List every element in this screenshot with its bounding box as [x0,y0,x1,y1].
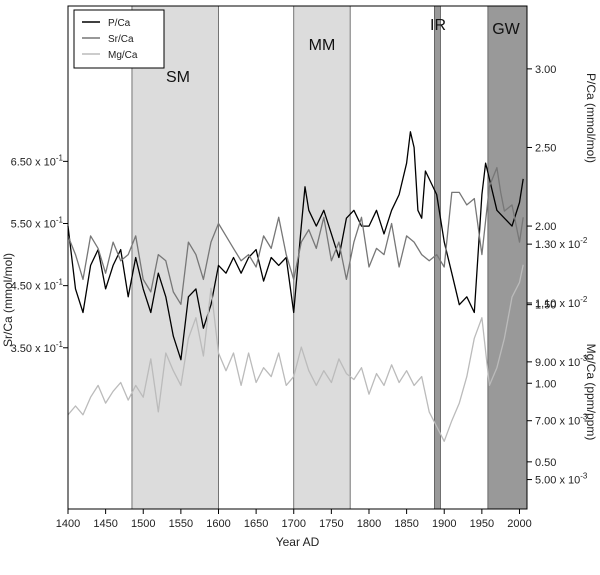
plot-frame [67,5,528,510]
pca-tick-label: 0.50 [535,457,556,469]
x-axis-title: Year AD [276,535,320,549]
period-label-ir: IR [430,17,446,34]
pca-tick-label: 2.50 [535,142,556,154]
mgca-axis: 1.30 x 10-2 1.10 x 10-2 9.00 x 10-3 7.00 x … [527,236,588,487]
srca-tick-label: 5.50 x 10-1 [11,216,64,231]
mgca-tick-label: 1.10 x 10-2 [535,295,588,310]
mgca-tick-label: 7.00 x 10-3 [535,413,588,428]
x-tick-label: 1450 [93,518,117,530]
period-labels: SM MM IR GW [166,17,521,86]
srca-tick-label: 4.50 x 10-1 [11,278,64,293]
srca-tick-label: 6.50 x 10-1 [11,153,64,168]
srca-axis-title: Sr/Ca (mmol/mol) [1,253,15,347]
series-mgca [67,264,524,442]
mgca-tick-label: 1.30 x 10-2 [535,236,588,251]
x-tick-label: 1750 [319,518,343,530]
x-axis: 1400 1450 1500 1550 1600 1650 1700 1750 1800 1850… [56,509,532,530]
pca-axis-title: P/Ca (mmol/mol) [584,73,598,163]
x-tick-label: 2000 [507,518,531,530]
x-tick-label: 1400 [56,518,80,530]
period-label-sm: SM [166,69,190,86]
mgca-tick-label: 5.00 x 10-3 [535,472,588,487]
pca-axis: 3.00 2.50 2.00 1.50 1.00 0.50 [527,64,556,469]
x-tick-label: 1800 [357,518,381,530]
period-band-gw [487,6,527,509]
x-tick-label: 1850 [394,518,418,530]
period-bands [131,6,527,509]
srca-tick-label: 3.50 x 10-1 [11,340,64,355]
mgca-axis-title: Mg/Ca (ppm/ppm) [584,344,598,441]
x-tick-label: 1550 [169,518,193,530]
legend-box [73,9,165,69]
mgca-tick-label: 9.00 x 10-3 [535,354,588,369]
legend-label: Mg/Ca [108,50,138,61]
series-lines [67,131,524,442]
srca-axis: 6.50 x 10-1 5.50 x 10-1 4.50 x 10-1 3.50 x … [11,153,68,355]
period-label-gw: GW [492,21,520,38]
legend-label: Sr/Ca [108,34,134,45]
pca-tick-label: 2.00 [535,221,556,233]
x-tick-label: 1950 [470,518,494,530]
x-tick-label: 1650 [244,518,268,530]
series-srca [67,166,524,305]
pca-tick-label: 1.50 [535,300,556,312]
series-pca [67,131,524,361]
legend: P/Ca Sr/Ca Mg/Ca [73,9,165,69]
pca-tick-label: 3.00 [535,64,556,76]
x-tick-label: 1900 [432,518,456,530]
x-tick-label: 1500 [131,518,155,530]
period-label-mm: MM [309,37,336,54]
period-band-sm [131,6,219,509]
x-tick-label: 1600 [206,518,230,530]
period-band-ir [434,6,441,509]
pca-tick-label: 1.00 [535,378,556,390]
legend-label: P/Ca [108,18,131,29]
x-tick-label: 1700 [281,518,305,530]
period-band-mm [293,6,351,509]
